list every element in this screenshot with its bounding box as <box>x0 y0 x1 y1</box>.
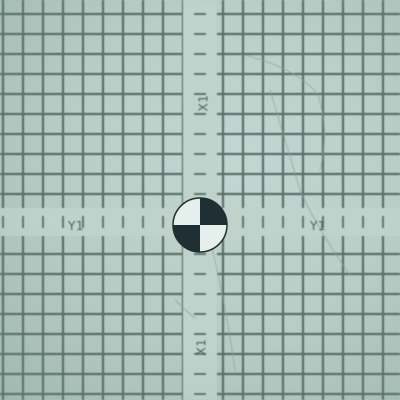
y1-axis-label-left: Y1 <box>68 219 84 233</box>
y1-axis-label-right: Y1 <box>310 219 326 233</box>
crosshair-target-icon <box>172 197 228 253</box>
x1-axis-label-top: X1 <box>196 94 211 112</box>
x1-axis-label-bottom: X1 <box>194 338 209 356</box>
